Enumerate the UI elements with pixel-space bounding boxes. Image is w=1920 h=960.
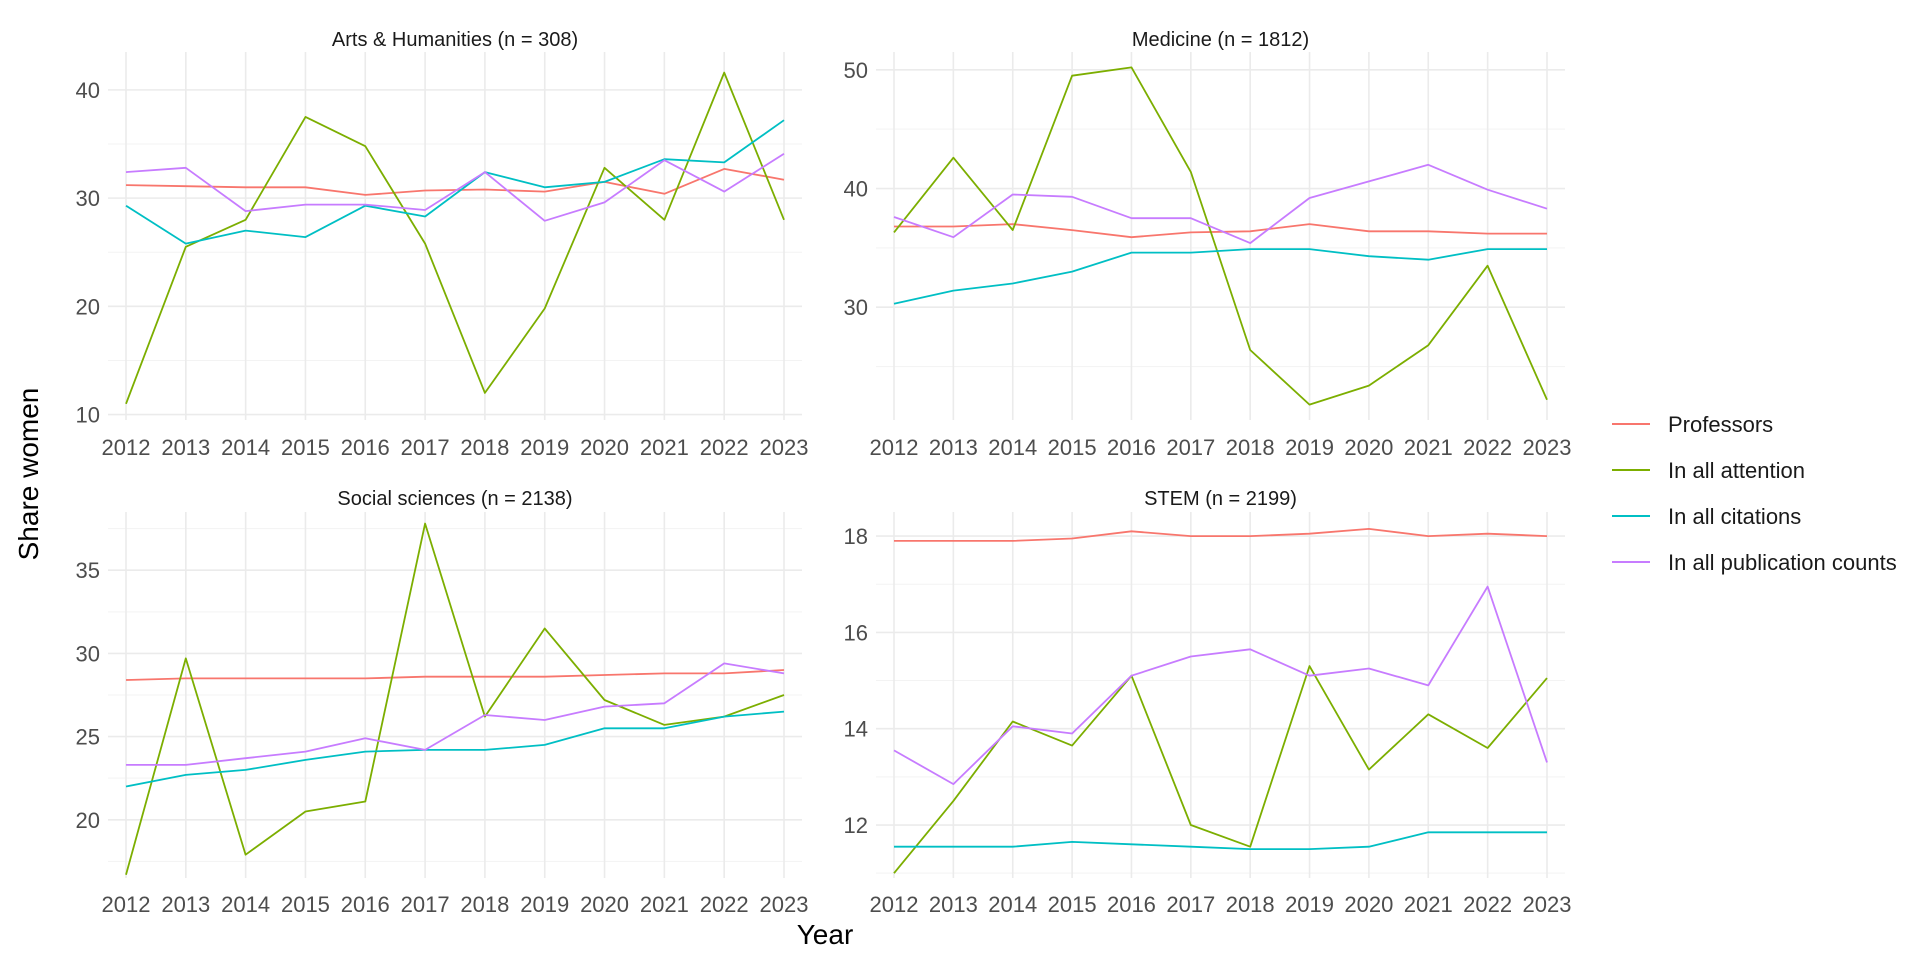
- legend-label: In all citations: [1668, 504, 1801, 529]
- x-tick-label: 2012: [870, 435, 919, 460]
- y-tick-label: 18: [844, 524, 868, 549]
- x-tick-label: 2019: [520, 892, 569, 917]
- y-tick-label: 16: [844, 620, 868, 645]
- x-tick-label: 2016: [1107, 435, 1156, 460]
- panel-title: Medicine (n = 1812): [1132, 29, 1309, 51]
- x-tick-label: 2015: [1048, 892, 1097, 917]
- y-axis-title: Share women: [13, 388, 44, 561]
- x-tick-label: 2014: [221, 892, 270, 917]
- series-line-in-all-attention: [125, 71, 785, 405]
- x-tick-label: 2013: [929, 892, 978, 917]
- x-tick-label: 2022: [700, 892, 749, 917]
- x-tick-label: 2020: [1344, 435, 1393, 460]
- x-tick-label: 2017: [1166, 892, 1215, 917]
- x-tick-label: 2022: [1463, 892, 1512, 917]
- legend-item: In all attention: [1612, 458, 1805, 483]
- legend-label: In all attention: [1668, 458, 1805, 483]
- x-tick-label: 2015: [281, 892, 330, 917]
- panel-4: 12 14 16 18 2012 2013 2014 2015 2016 2017 2018 2019…: [844, 488, 1572, 917]
- x-tick-label: 2018: [460, 892, 509, 917]
- x-tick-label: 2021: [640, 892, 689, 917]
- legend-label: Professors: [1668, 412, 1773, 437]
- series-line-in-all-publication-counts: [893, 585, 1548, 785]
- series-line-in-all-publication-counts: [126, 662, 785, 766]
- y-tick-label: 50: [844, 58, 868, 83]
- x-tick-label: 2016: [1107, 892, 1156, 917]
- panel-3: 20 25 30 35 2012 2013 2014 2015 2016 2017 2018 2019…: [76, 488, 809, 917]
- y-tick-label: 12: [844, 813, 868, 838]
- x-tick-label: 2012: [102, 435, 151, 460]
- series-line-professors: [125, 669, 785, 681]
- x-tick-label: 2014: [221, 435, 270, 460]
- x-tick-label: 2016: [341, 892, 390, 917]
- x-axis-title: Year: [797, 919, 854, 950]
- y-tick-label: 35: [76, 558, 100, 583]
- x-tick-label: 2018: [460, 435, 509, 460]
- x-tick-label: 2014: [988, 435, 1037, 460]
- x-tick-label: 2023: [1523, 435, 1572, 460]
- y-tick-label: 40: [844, 177, 868, 202]
- y-tick-label: 10: [76, 403, 100, 428]
- x-tick-label: 2021: [1404, 892, 1453, 917]
- x-tick-label: 2021: [640, 435, 689, 460]
- y-tick-label: 14: [844, 717, 868, 742]
- legend-item: In all citations: [1612, 504, 1801, 529]
- x-tick-label: 2022: [1463, 435, 1512, 460]
- y-tick-label: 40: [76, 78, 100, 103]
- x-tick-label: 2015: [281, 435, 330, 460]
- series-line-in-all-citations: [894, 831, 1547, 850]
- panel-2: 30 40 50 2012 2013 2014 2015 2016 2017 2018 2019 20…: [844, 29, 1572, 460]
- x-tick-label: 2019: [1285, 435, 1334, 460]
- y-tick-label: 30: [76, 186, 100, 211]
- series-line-in-all-attention: [893, 66, 1548, 406]
- series-line-in-all-publication-counts: [893, 163, 1548, 245]
- x-tick-label: 2013: [161, 892, 210, 917]
- x-tick-label: 2020: [580, 435, 629, 460]
- series-line-in-all-citations: [125, 119, 785, 245]
- legend: Professors In all attention In all citatio…: [1612, 412, 1897, 575]
- y-tick-label: 30: [844, 295, 868, 320]
- x-tick-label: 2023: [760, 435, 809, 460]
- y-tick-label: 20: [76, 294, 100, 319]
- panel-title: Arts & Humanities (n = 308): [332, 29, 578, 51]
- x-tick-label: 2022: [700, 435, 749, 460]
- series-line-professors: [894, 528, 1548, 542]
- x-tick-label: 2013: [929, 435, 978, 460]
- x-tick-label: 2023: [760, 892, 809, 917]
- series-line-in-all-attention: [125, 522, 785, 875]
- x-tick-label: 2017: [1166, 435, 1215, 460]
- series-line-professors: [894, 223, 1547, 239]
- x-tick-label: 2015: [1048, 435, 1097, 460]
- x-tick-label: 2016: [341, 435, 390, 460]
- x-tick-label: 2018: [1226, 892, 1275, 917]
- x-tick-label: 2017: [401, 435, 450, 460]
- legend-item: In all publication counts: [1612, 550, 1897, 575]
- series-line-in-all-citations: [125, 710, 785, 788]
- y-tick-label: 20: [76, 808, 100, 833]
- x-tick-label: 2020: [580, 892, 629, 917]
- panel-title: STEM (n = 2199): [1144, 488, 1297, 510]
- panel-1: 10 20 30 40 2012 2013 2014 2015 2016 2017 2018 2019…: [76, 29, 809, 460]
- x-tick-label: 2018: [1226, 435, 1275, 460]
- x-tick-label: 2019: [520, 435, 569, 460]
- x-tick-label: 2014: [988, 892, 1037, 917]
- x-tick-label: 2013: [161, 435, 210, 460]
- y-tick-label: 25: [76, 725, 100, 750]
- x-tick-label: 2017: [401, 892, 450, 917]
- x-tick-label: 2020: [1344, 892, 1393, 917]
- series-line-in-all-attention: [893, 665, 1548, 874]
- series-line-in-all-citations: [893, 248, 1547, 305]
- x-tick-label: 2012: [102, 892, 151, 917]
- legend-label: In all publication counts: [1668, 550, 1897, 575]
- x-tick-label: 2012: [870, 892, 919, 917]
- series-line-in-all-publication-counts: [125, 152, 785, 222]
- x-tick-label: 2019: [1285, 892, 1334, 917]
- x-tick-label: 2021: [1404, 435, 1453, 460]
- x-tick-label: 2023: [1523, 892, 1572, 917]
- y-tick-label: 30: [76, 641, 100, 666]
- legend-item: Professors: [1612, 412, 1773, 437]
- panel-title: Social sciences (n = 2138): [337, 488, 572, 510]
